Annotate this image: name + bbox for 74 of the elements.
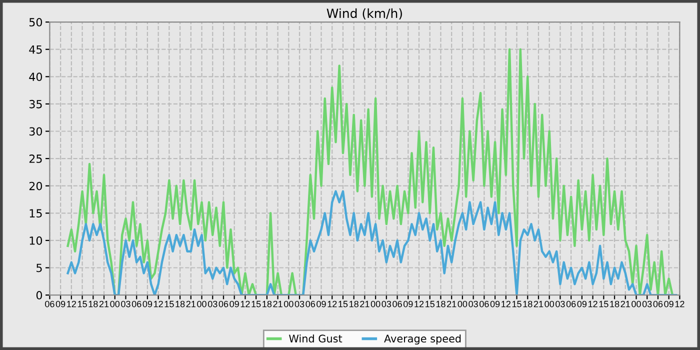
y-tick-label: 0: [36, 291, 42, 300]
x-tick-label: 09: [230, 300, 239, 308]
x-tick-label: 15: [599, 300, 608, 308]
x-tick-label: 21: [620, 300, 630, 308]
x-tick-label: 12: [154, 300, 163, 308]
x-tick-label: 12: [240, 300, 250, 308]
y-tick-label: 30: [29, 127, 42, 136]
x-tick-label: 12: [588, 300, 598, 308]
x-tick-label: 00: [370, 300, 380, 308]
x-tick-label: 00: [544, 300, 554, 308]
x-tick-label: 21: [99, 300, 109, 308]
x-tick-label: 00: [110, 300, 120, 308]
legend-label: Wind Gust: [289, 334, 342, 343]
x-tick-label: 06: [653, 300, 663, 308]
legend-label: Average speed: [384, 334, 461, 345]
x-tick-label: 00: [197, 300, 206, 308]
x-tick-label: 15: [164, 300, 174, 308]
x-tick-label: 18: [350, 300, 358, 308]
x-tick-label: 09: [577, 300, 587, 308]
x-tick-label: 03: [468, 300, 478, 308]
x-tick-label: 12: [675, 300, 684, 308]
x-tick-label: 09: [56, 300, 66, 308]
x-tick-label: 15: [338, 300, 348, 308]
x-tick-label: 00: [458, 300, 468, 308]
x-tick-label: 06: [306, 300, 316, 308]
y-tick-label: 10: [30, 236, 42, 245]
x-tick-label: 12: [502, 300, 510, 308]
x-tick-label: 06: [480, 300, 489, 308]
x-tick-label: 12: [414, 300, 424, 308]
x-tick-label: 09: [664, 300, 674, 308]
x-tick-label: 12: [67, 300, 76, 308]
x-tick-label: 00: [632, 300, 641, 308]
x-tick-label: 18: [262, 300, 272, 308]
x-tick-label: 15: [78, 300, 87, 308]
y-tick-label: 15: [30, 209, 42, 218]
chart-title: Wind (km/h): [326, 8, 402, 20]
x-tick-label: 03: [556, 300, 565, 308]
x-tick-label: 09: [142, 300, 152, 308]
x-tick-label: 06: [392, 300, 402, 308]
x-tick-label: 06: [132, 300, 142, 308]
x-tick-label: 21: [273, 300, 282, 308]
x-tick-label: 03: [382, 300, 392, 308]
x-tick-label: 21: [534, 300, 544, 308]
x-tick-label: 15: [252, 300, 261, 308]
y-tick-label: 50: [29, 18, 42, 26]
x-tick-label: 18: [610, 300, 620, 308]
x-tick-label: 18: [176, 300, 185, 308]
y-tick-label: 35: [29, 100, 42, 108]
x-tick-label: 06: [218, 300, 228, 308]
x-tick-label: 00: [284, 300, 294, 308]
y-tick-label: 5: [36, 264, 42, 272]
x-tick-label: 09: [490, 300, 500, 308]
y-tick-label: 45: [29, 45, 42, 54]
x-tick-label: 18: [436, 300, 446, 308]
x-tick-label: 18: [88, 300, 98, 308]
y-tick-label: 25: [29, 154, 42, 163]
x-tick-label: 09: [316, 300, 326, 308]
x-tick-label: 18: [523, 300, 532, 308]
x-tick-label: 03: [294, 300, 304, 308]
y-tick-label: 20: [29, 182, 42, 190]
x-tick-label: 15: [512, 300, 522, 308]
x-tick-label: 03: [121, 300, 130, 308]
y-tick-label: 40: [29, 72, 42, 82]
x-tick-label: 03: [208, 300, 218, 308]
x-tick-label: 06: [45, 300, 54, 308]
x-tick-label: 21: [447, 300, 456, 308]
x-tick-label: 21: [186, 300, 196, 308]
x-tick-label: 21: [360, 300, 370, 308]
x-tick-label: 06: [566, 300, 576, 308]
x-tick-label: 09: [403, 300, 413, 308]
x-tick-label: 12: [328, 300, 337, 308]
x-tick-label: 03: [642, 300, 652, 308]
line-series: [66, 190, 678, 296]
x-tick-label: 15: [426, 300, 435, 308]
